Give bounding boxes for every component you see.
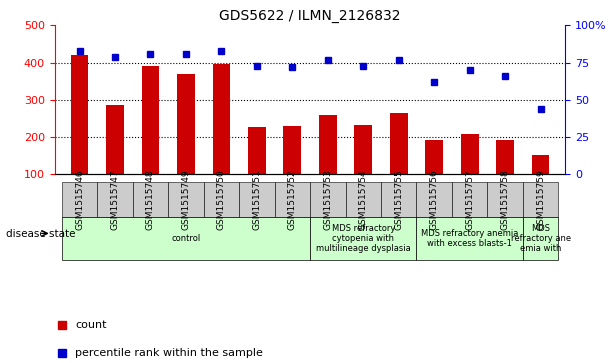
Bar	[97, 182, 133, 217]
Bar	[106, 105, 124, 174]
Bar	[345, 182, 381, 217]
Bar	[168, 182, 204, 217]
Text: GSM1515756: GSM1515756	[430, 169, 439, 230]
Bar	[416, 182, 452, 217]
Text: GSM1515747: GSM1515747	[111, 169, 120, 230]
Text: percentile rank within the sample: percentile rank within the sample	[75, 348, 263, 358]
Bar	[426, 140, 443, 174]
Text: MDS refractory anemia
with excess blasts-1: MDS refractory anemia with excess blasts…	[421, 229, 519, 248]
Text: GSM1515751: GSM1515751	[252, 169, 261, 230]
Bar	[71, 55, 88, 174]
Text: GSM1515752: GSM1515752	[288, 169, 297, 230]
Bar	[275, 182, 310, 217]
Text: GSM1515755: GSM1515755	[394, 169, 403, 230]
Bar	[310, 217, 416, 260]
Text: MDS
refractory ane
emia with: MDS refractory ane emia with	[511, 224, 571, 253]
Text: GSM1515754: GSM1515754	[359, 169, 368, 230]
Text: GSM1515746: GSM1515746	[75, 169, 84, 230]
Text: control: control	[171, 234, 201, 243]
Bar	[213, 65, 230, 174]
Bar	[381, 182, 416, 217]
Bar	[133, 182, 168, 217]
Bar	[488, 182, 523, 217]
Bar	[310, 182, 345, 217]
Bar	[248, 127, 266, 174]
Bar	[239, 182, 275, 217]
Text: GSM1515748: GSM1515748	[146, 169, 155, 230]
Text: GSM1515753: GSM1515753	[323, 169, 333, 230]
Text: count: count	[75, 320, 106, 330]
Bar	[390, 113, 407, 174]
Bar	[523, 217, 558, 260]
Bar	[416, 217, 523, 260]
Text: GSM1515757: GSM1515757	[465, 169, 474, 230]
Bar	[452, 182, 488, 217]
Text: MDS refractory
cytopenia with
multilineage dysplasia: MDS refractory cytopenia with multilinea…	[316, 224, 410, 253]
Bar	[62, 217, 310, 260]
Bar	[496, 140, 514, 174]
Bar	[283, 126, 301, 174]
Text: GSM1515758: GSM1515758	[500, 169, 510, 230]
Bar	[523, 182, 558, 217]
Text: GSM1515749: GSM1515749	[181, 169, 190, 230]
Text: GSM1515750: GSM1515750	[217, 169, 226, 230]
Bar	[142, 66, 159, 174]
Bar	[204, 182, 239, 217]
Bar	[532, 155, 550, 174]
Text: GSM1515759: GSM1515759	[536, 169, 545, 230]
Bar	[461, 134, 478, 174]
Title: GDS5622 / ILMN_2126832: GDS5622 / ILMN_2126832	[219, 9, 401, 23]
Bar	[354, 125, 372, 174]
Bar	[177, 74, 195, 174]
Bar	[62, 182, 97, 217]
Bar	[319, 115, 337, 174]
Text: disease state: disease state	[6, 229, 75, 239]
